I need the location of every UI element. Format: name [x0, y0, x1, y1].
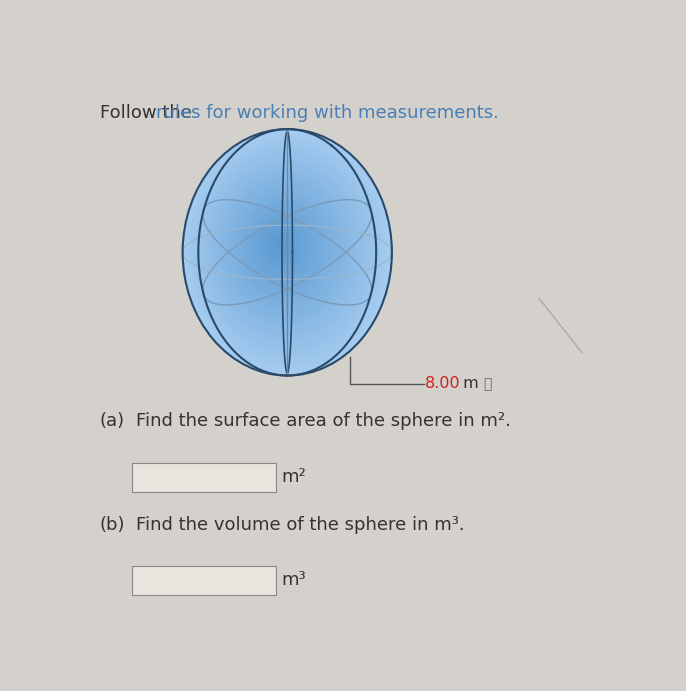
- Ellipse shape: [197, 146, 375, 356]
- Text: m²: m²: [282, 468, 307, 486]
- FancyBboxPatch shape: [132, 566, 276, 595]
- Text: (b): (b): [99, 515, 126, 533]
- Ellipse shape: [201, 151, 371, 351]
- Ellipse shape: [236, 193, 330, 303]
- Ellipse shape: [261, 223, 300, 269]
- Ellipse shape: [209, 161, 361, 339]
- Ellipse shape: [279, 243, 281, 246]
- Ellipse shape: [204, 155, 366, 346]
- Text: Find the volume of the sphere in m³.: Find the volume of the sphere in m³.: [136, 515, 464, 533]
- Ellipse shape: [247, 206, 318, 289]
- Ellipse shape: [182, 129, 392, 375]
- Text: m: m: [458, 377, 479, 392]
- Ellipse shape: [272, 236, 288, 254]
- Ellipse shape: [269, 231, 292, 259]
- Ellipse shape: [225, 180, 343, 319]
- Ellipse shape: [237, 194, 329, 302]
- Ellipse shape: [243, 201, 322, 294]
- Ellipse shape: [268, 230, 294, 261]
- Ellipse shape: [252, 211, 312, 282]
- Ellipse shape: [211, 162, 359, 338]
- Ellipse shape: [206, 157, 365, 344]
- Ellipse shape: [241, 198, 324, 297]
- Ellipse shape: [238, 196, 327, 301]
- Ellipse shape: [195, 144, 378, 359]
- Ellipse shape: [246, 205, 319, 290]
- Ellipse shape: [277, 242, 283, 248]
- Ellipse shape: [217, 169, 353, 330]
- Ellipse shape: [226, 181, 342, 316]
- Ellipse shape: [203, 153, 368, 348]
- Ellipse shape: [244, 202, 320, 292]
- Ellipse shape: [265, 227, 296, 264]
- Ellipse shape: [198, 148, 374, 354]
- Text: Follow the: Follow the: [99, 104, 198, 122]
- Ellipse shape: [190, 138, 383, 366]
- Ellipse shape: [259, 220, 303, 272]
- Ellipse shape: [235, 191, 331, 305]
- Ellipse shape: [185, 132, 389, 372]
- Ellipse shape: [228, 182, 340, 315]
- Ellipse shape: [220, 174, 348, 325]
- Ellipse shape: [228, 184, 338, 313]
- Ellipse shape: [242, 200, 323, 295]
- Ellipse shape: [249, 209, 315, 285]
- Ellipse shape: [224, 178, 344, 320]
- Ellipse shape: [196, 145, 377, 357]
- Text: 8.00: 8.00: [425, 377, 461, 392]
- Ellipse shape: [233, 189, 334, 308]
- Ellipse shape: [254, 214, 309, 279]
- Ellipse shape: [258, 218, 305, 274]
- Ellipse shape: [207, 158, 364, 343]
- Ellipse shape: [214, 167, 355, 333]
- Ellipse shape: [187, 135, 386, 369]
- Ellipse shape: [271, 234, 289, 256]
- Text: ⓘ: ⓘ: [484, 377, 492, 391]
- Ellipse shape: [274, 238, 287, 253]
- Ellipse shape: [200, 149, 372, 352]
- Ellipse shape: [233, 190, 333, 307]
- Text: Find the surface area of the sphere in m².: Find the surface area of the sphere in m…: [136, 413, 511, 430]
- Ellipse shape: [217, 171, 351, 328]
- Ellipse shape: [250, 210, 314, 284]
- Ellipse shape: [276, 240, 284, 249]
- Ellipse shape: [222, 177, 346, 321]
- Text: (a): (a): [99, 413, 125, 430]
- Ellipse shape: [192, 141, 381, 363]
- Text: rules for working with measurements.: rules for working with measurements.: [156, 104, 498, 122]
- Ellipse shape: [212, 164, 358, 337]
- Ellipse shape: [270, 233, 291, 258]
- Ellipse shape: [191, 139, 382, 364]
- Ellipse shape: [230, 185, 337, 312]
- Ellipse shape: [253, 213, 310, 281]
- Ellipse shape: [213, 165, 357, 334]
- Ellipse shape: [222, 176, 347, 323]
- Ellipse shape: [184, 131, 390, 374]
- Ellipse shape: [208, 160, 362, 341]
- Ellipse shape: [266, 229, 295, 263]
- Ellipse shape: [189, 136, 385, 368]
- Ellipse shape: [187, 133, 388, 370]
- FancyBboxPatch shape: [132, 462, 276, 492]
- Ellipse shape: [263, 225, 299, 267]
- Ellipse shape: [255, 216, 307, 277]
- Ellipse shape: [219, 173, 350, 326]
- Ellipse shape: [231, 187, 335, 310]
- Ellipse shape: [215, 168, 354, 332]
- Ellipse shape: [248, 207, 316, 287]
- Ellipse shape: [274, 239, 285, 251]
- Text: m³: m³: [282, 571, 307, 589]
- Ellipse shape: [260, 222, 302, 271]
- Ellipse shape: [239, 197, 326, 299]
- Ellipse shape: [257, 217, 306, 276]
- Ellipse shape: [193, 142, 379, 361]
- Ellipse shape: [263, 226, 298, 266]
- Ellipse shape: [202, 152, 369, 350]
